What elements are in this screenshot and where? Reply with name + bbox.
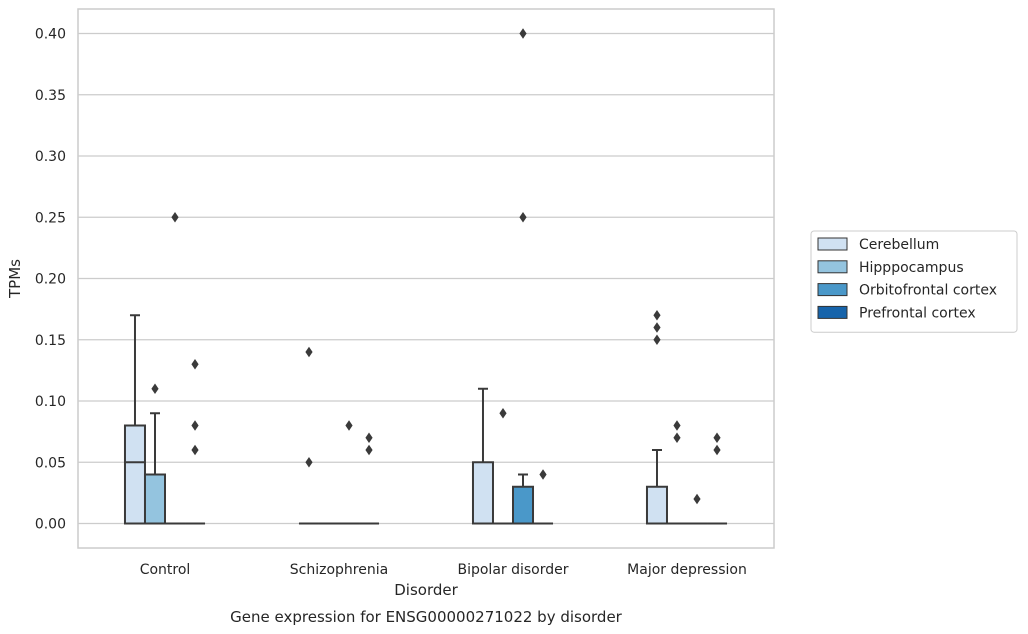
tick-layer: 0.00 0.05 0.10 0.15 0.20 0.25 0.30 0.35 0.40 Cont… [35, 27, 747, 579]
box-group [707, 432, 728, 525]
outlier-point [673, 420, 681, 431]
box-group [666, 420, 687, 525]
box-iqr [143, 473, 167, 525]
box-group [471, 387, 494, 525]
grid-layer [78, 32, 774, 525]
outlier-point [713, 432, 721, 443]
box-group [512, 28, 535, 525]
box-group [492, 408, 513, 525]
outlier-point [191, 359, 199, 370]
y-tick-label: 0.05 [35, 455, 66, 471]
x-tick-label: Schizophrenia [290, 562, 388, 578]
y-tick-label: 0.00 [35, 517, 66, 533]
y-tick-label: 0.35 [35, 88, 66, 104]
outlier-point [191, 444, 199, 456]
outlier-point [151, 383, 159, 394]
outlier-point [653, 322, 661, 333]
outlier-point [305, 457, 313, 468]
box-group [165, 212, 186, 525]
outlier-point [345, 420, 353, 431]
legend-frame [810, 230, 1018, 333]
box-iqr [123, 424, 146, 525]
y-tick-label: 0.10 [35, 394, 66, 410]
legend-swatch [817, 283, 848, 297]
outlier-point [305, 346, 313, 358]
y-tick-label: 0.40 [35, 27, 66, 43]
legend-swatch [817, 260, 848, 274]
outlier-point [499, 408, 507, 419]
x-tick-label: Control [140, 562, 191, 578]
box-group [645, 310, 668, 525]
outlier-point [713, 444, 721, 456]
outlier-point [171, 212, 179, 223]
legend-swatch [817, 237, 848, 251]
box-group [359, 432, 380, 525]
outlier-point [653, 334, 661, 345]
box-iqr [512, 485, 535, 525]
legend-label: Cerebellum [859, 237, 939, 253]
outlier-point [653, 310, 661, 321]
box-group [298, 346, 319, 525]
outlier-point [519, 28, 527, 39]
legend-label: Hipppocampus [859, 260, 964, 276]
box-layer [123, 28, 728, 525]
y-tick-label: 0.25 [35, 210, 66, 226]
legend: Cerebellum Hipppocampus Orbitofrontal cort… [810, 230, 1018, 333]
chart-caption: Gene expression for ENSG00000271022 by d… [230, 608, 623, 626]
y-tick-label: 0.15 [35, 333, 66, 349]
plot-frame [77, 8, 775, 549]
legend-label: Orbitofrontal cortex [859, 283, 997, 299]
x-tick-label: Major depression [627, 562, 747, 578]
y-tick-label: 0.20 [35, 272, 66, 288]
x-tick-label: Bipolar disorder [457, 562, 568, 578]
box-group [533, 469, 554, 525]
box-group [687, 493, 708, 525]
outlier-point [693, 493, 701, 505]
box-group [143, 383, 167, 525]
outlier-point [519, 212, 527, 223]
outlier-point [673, 432, 681, 443]
legend-label: Prefrontal cortex [859, 305, 976, 321]
legend-swatch [817, 305, 848, 319]
box-iqr [471, 461, 494, 525]
box-group [185, 359, 206, 525]
y-tick-label: 0.30 [35, 149, 66, 165]
box-group [339, 420, 360, 525]
outlier-point [365, 444, 373, 456]
outlier-point [191, 420, 199, 431]
box-iqr [645, 485, 668, 525]
y-axis-label: TPMs [6, 259, 24, 299]
x-axis-label: Disorder [394, 581, 458, 599]
outlier-point [539, 469, 547, 480]
outlier-point [365, 432, 373, 443]
box-group [123, 314, 146, 525]
